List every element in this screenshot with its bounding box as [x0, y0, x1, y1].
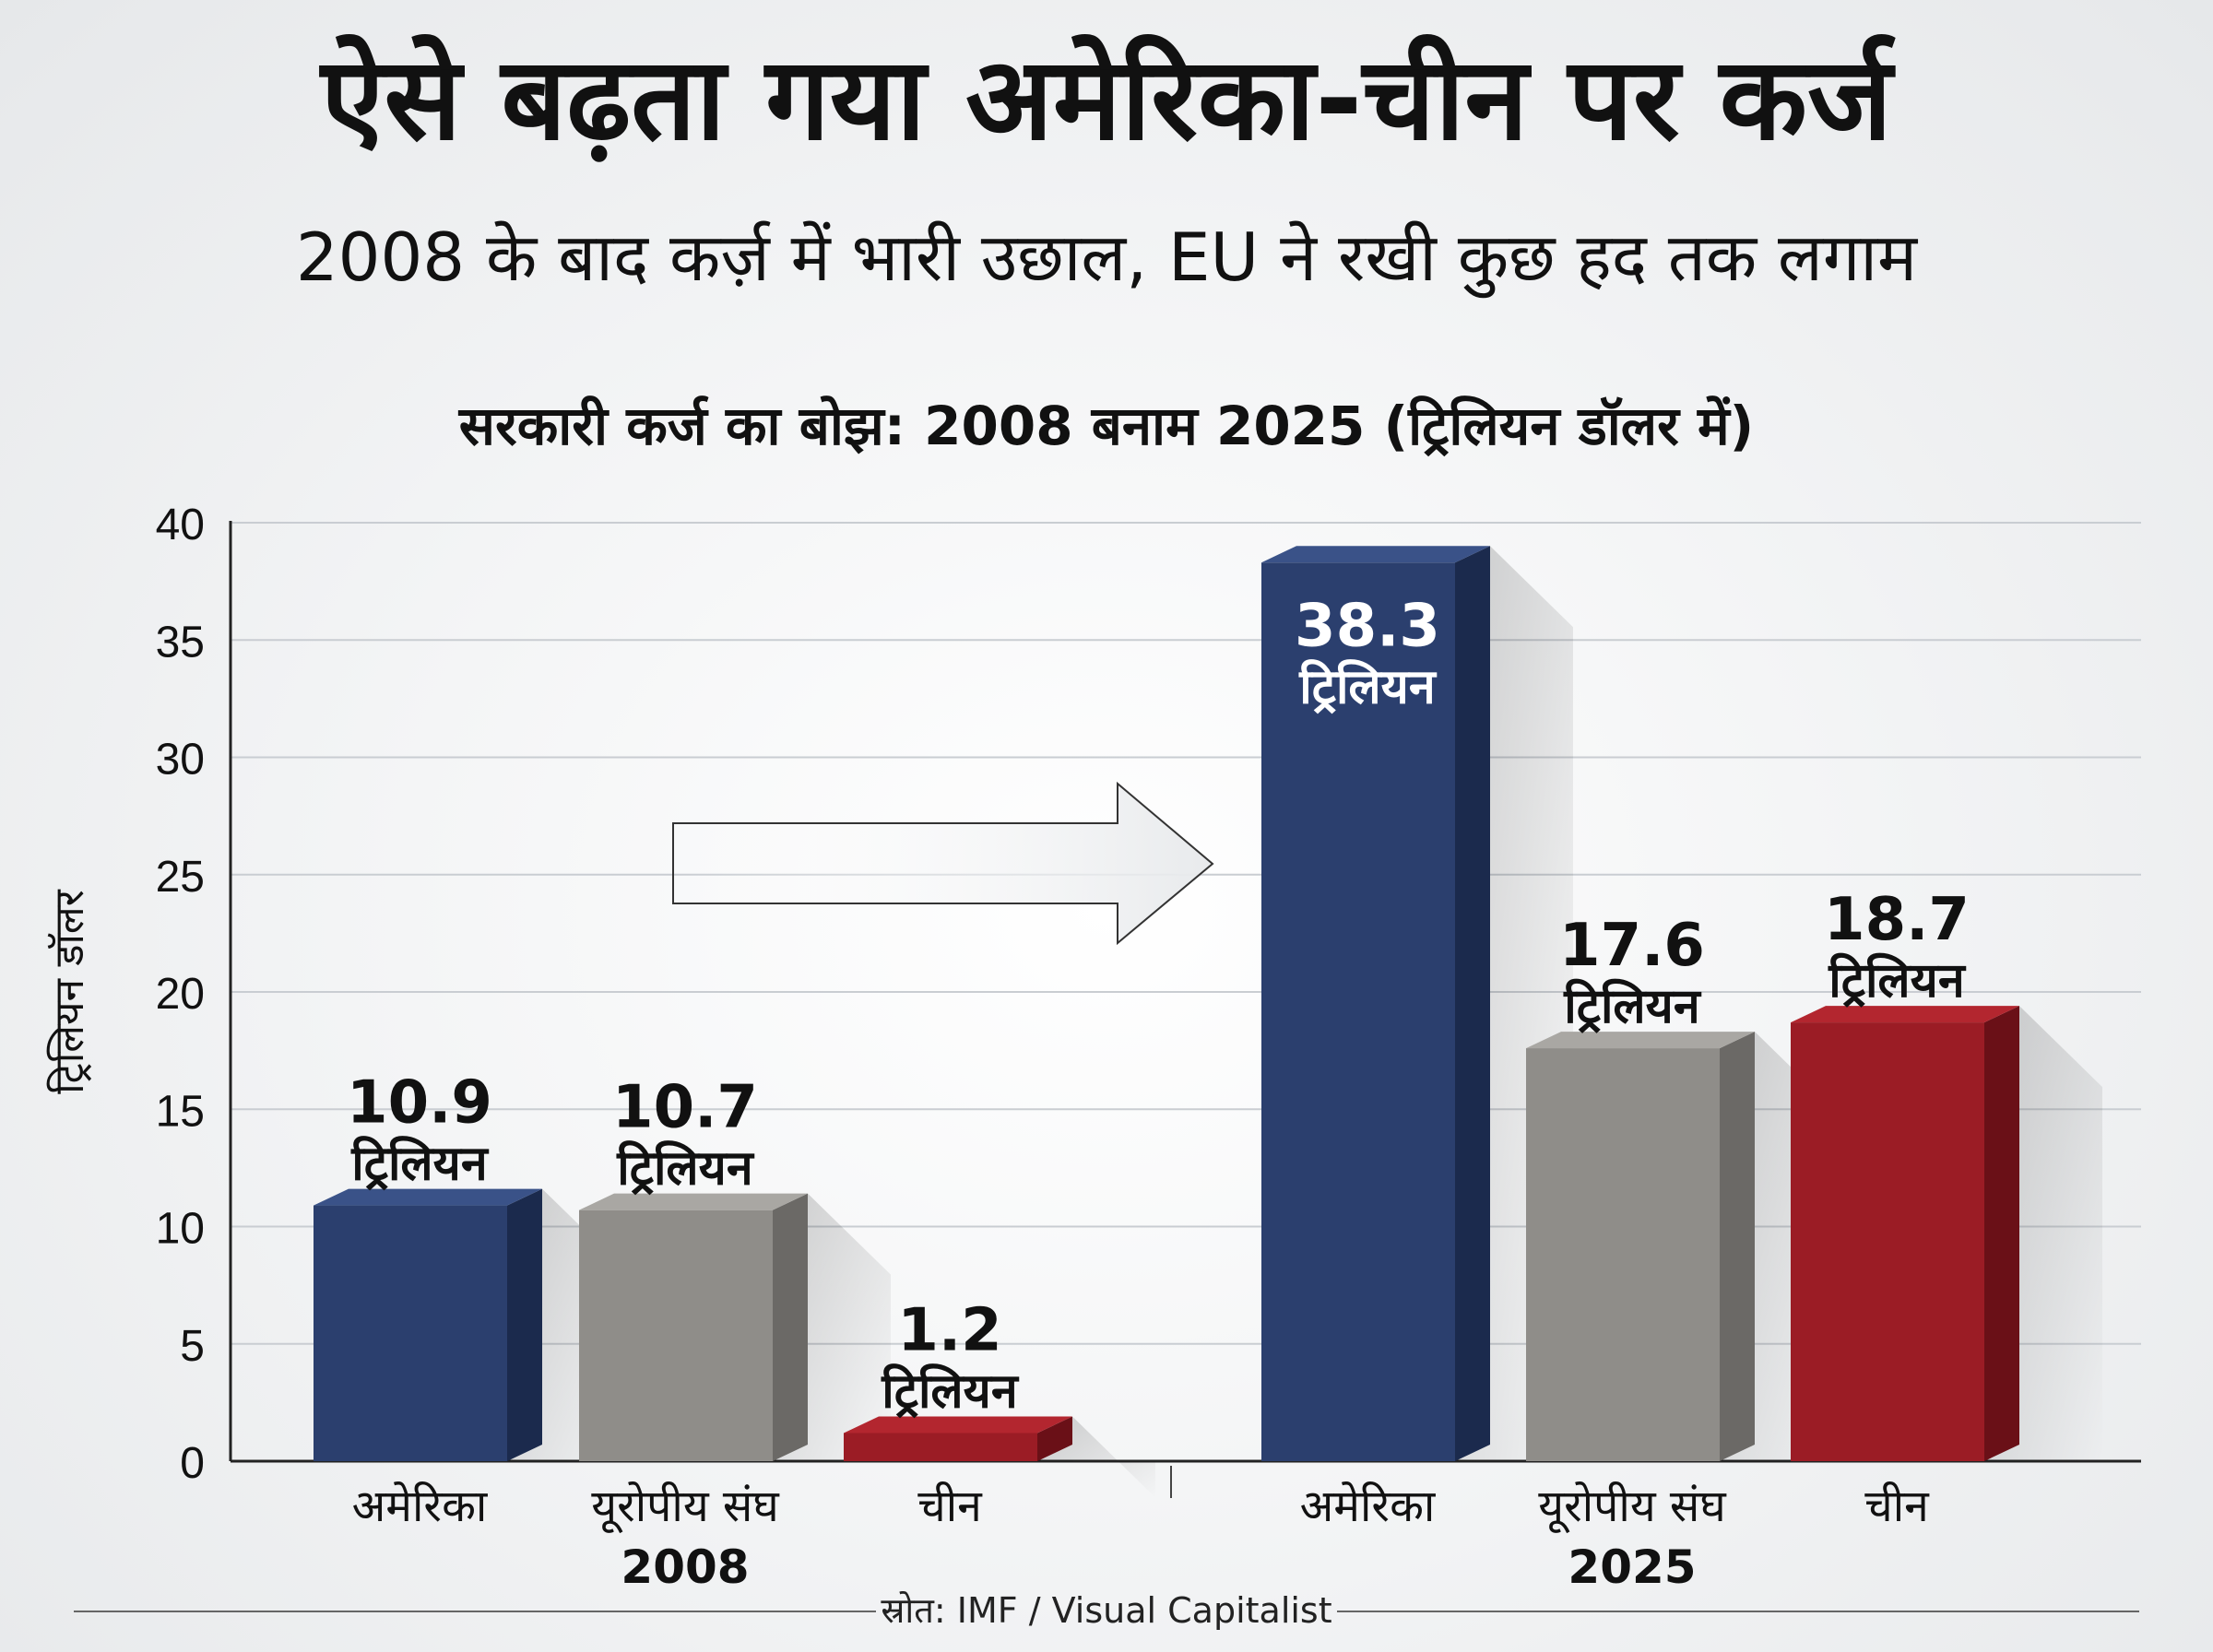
bar-2008-1 — [579, 1210, 773, 1461]
data-label-unit: ट्रिलियन — [881, 1363, 1020, 1419]
group-label-2008: 2008 — [621, 1540, 749, 1594]
bar-side — [1720, 1032, 1755, 1461]
bar-2008-2 — [844, 1433, 1037, 1461]
data-label-unit: ट्रिलियन — [1298, 658, 1438, 714]
data-label-value: 1.2 — [897, 1296, 1001, 1364]
page-subtitle: 2008 के बाद कर्ज़ में भारी उछाल, EU ने र… — [295, 218, 1918, 296]
bar-2025-0 — [1261, 562, 1455, 1461]
bar-top — [579, 1193, 808, 1210]
x-tick-label: अमेरिका — [352, 1481, 489, 1532]
data-label-value: 10.9 — [347, 1069, 492, 1138]
data-label-unit: ट्रिलियन — [616, 1140, 755, 1197]
data-label-value: 38.3 — [1295, 592, 1440, 660]
chart-title: सरकारी कर्ज का बोझ: 2008 बनाम 2025 (ट्रि… — [458, 395, 1755, 457]
bar-top — [844, 1416, 1072, 1434]
bar-side — [773, 1193, 808, 1461]
x-tick-label: चीन — [917, 1481, 983, 1532]
bar-side — [507, 1188, 542, 1461]
page-title: ऐसे बढ़ता गया अमेरिका-चीन पर कर्ज — [320, 33, 1893, 166]
bar-top — [1526, 1032, 1755, 1049]
bar-side — [1455, 546, 1490, 1461]
x-tick-label: चीन — [1864, 1481, 1930, 1532]
data-label-unit: ट्रिलियन — [1563, 978, 1702, 1034]
source-text: स्रोत: IMF / Visual Capitalist — [881, 1590, 1332, 1631]
bar-2008-0 — [314, 1205, 507, 1461]
x-tick-label: यूरोपीय संघ — [1538, 1481, 1727, 1534]
y-axis-label: ट्रिलियन डॉलर — [46, 889, 93, 1093]
y-tick-label: 40 — [156, 501, 205, 549]
bar-side — [1037, 1416, 1072, 1461]
group-label-2025: 2025 — [1568, 1540, 1696, 1594]
y-tick-label: 20 — [156, 970, 205, 1019]
trend-arrow-annotation — [672, 781, 1214, 946]
y-tick-label: 30 — [156, 736, 205, 785]
bar-2025-2 — [1791, 1022, 1984, 1461]
data-label-value: 17.6 — [1559, 912, 1705, 980]
source-footer: स्रोत: IMF / Visual Capitalist — [74, 1587, 2139, 1634]
data-label-value: 18.7 — [1824, 886, 1970, 954]
bar-top — [314, 1188, 542, 1206]
y-tick-label: 0 — [180, 1439, 205, 1488]
x-tick-label: यूरोपीय संघ — [591, 1481, 780, 1534]
data-label-unit: ट्रिलियन — [350, 1136, 490, 1192]
source-divider-left — [74, 1611, 876, 1612]
bar-side — [1984, 1006, 2019, 1461]
y-tick-label: 35 — [156, 618, 205, 667]
bar-top — [1791, 1006, 2019, 1023]
y-tick-label: 25 — [156, 853, 205, 902]
y-tick-label: 5 — [180, 1322, 205, 1371]
source-divider-right — [1337, 1611, 2139, 1612]
data-label-value: 10.7 — [612, 1074, 758, 1142]
y-tick-label: 15 — [156, 1087, 205, 1136]
x-tick-label: अमेरिका — [1300, 1481, 1437, 1532]
data-label-unit: ट्रिलियन — [1828, 952, 1967, 1009]
bar-top — [1261, 546, 1490, 563]
bar-2025-1 — [1526, 1048, 1720, 1461]
y-tick-label: 10 — [156, 1205, 205, 1254]
